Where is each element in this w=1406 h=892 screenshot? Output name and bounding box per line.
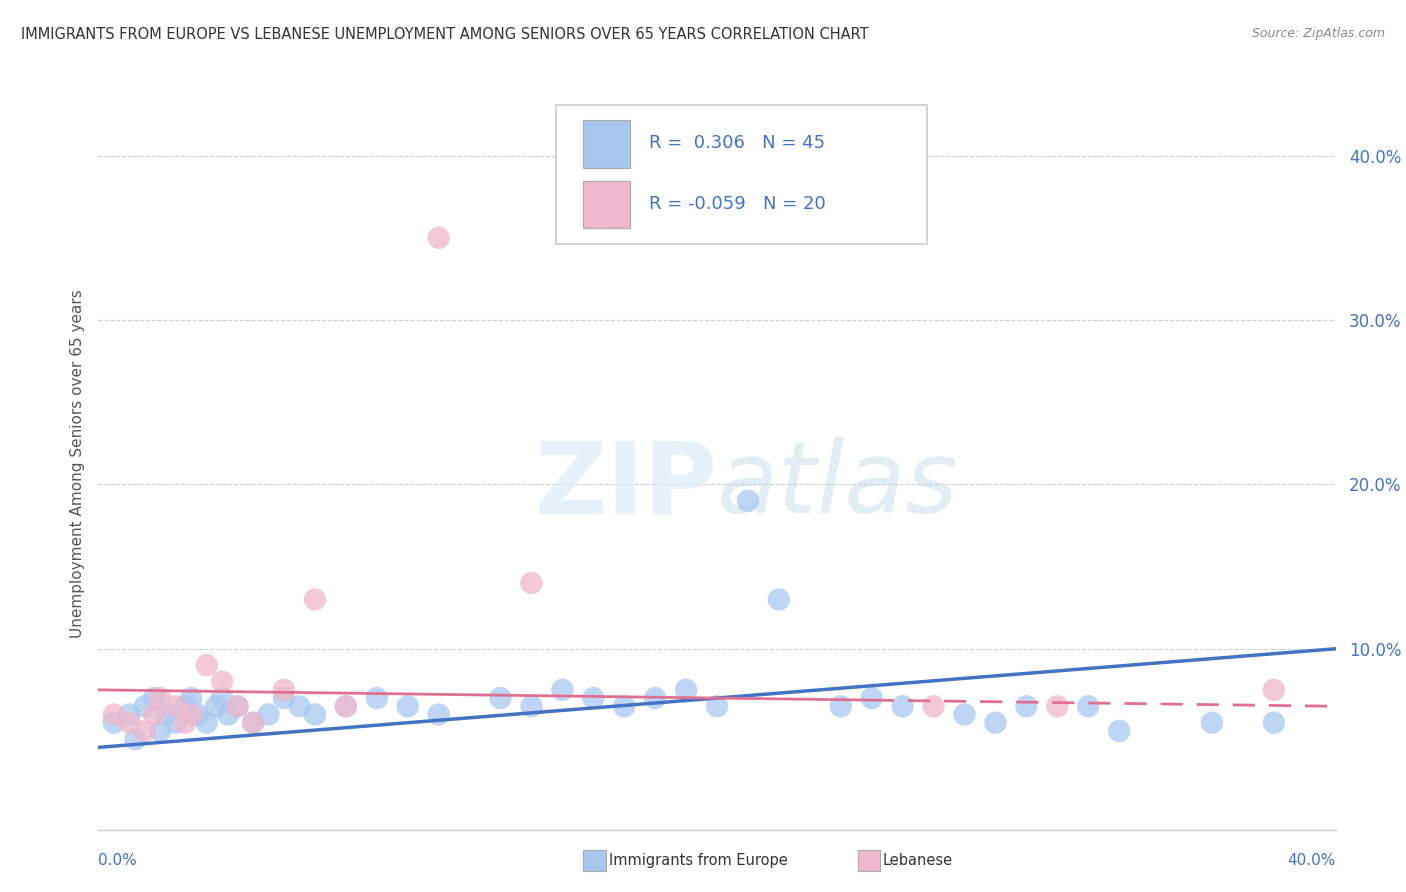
Point: [211, 691, 233, 706]
Point: [134, 699, 156, 714]
Point: [103, 715, 125, 730]
Text: 40.0%: 40.0%: [1288, 854, 1336, 868]
Point: [891, 699, 914, 714]
Point: [1015, 699, 1038, 714]
Point: [1108, 723, 1130, 738]
Point: [1263, 715, 1285, 730]
Point: [242, 715, 264, 730]
Point: [143, 691, 166, 706]
Point: [174, 699, 197, 714]
Point: [953, 707, 976, 722]
Point: [165, 699, 187, 714]
Point: [489, 691, 512, 706]
Point: [226, 699, 249, 714]
Point: [211, 674, 233, 689]
Point: [768, 592, 790, 607]
Text: Lebanese: Lebanese: [883, 854, 953, 868]
Point: [205, 699, 228, 714]
Point: [427, 231, 450, 245]
Point: [984, 715, 1007, 730]
Point: [217, 707, 239, 722]
Point: [366, 691, 388, 706]
Point: [180, 707, 202, 722]
Text: IMMIGRANTS FROM EUROPE VS LEBANESE UNEMPLOYMENT AMONG SENIORS OVER 65 YEARS CORR: IMMIGRANTS FROM EUROPE VS LEBANESE UNEMP…: [21, 27, 869, 42]
Bar: [583, 120, 630, 168]
Point: [427, 707, 450, 722]
Point: [165, 715, 187, 730]
Point: [195, 715, 218, 730]
Point: [149, 723, 172, 738]
Point: [335, 699, 357, 714]
FancyBboxPatch shape: [557, 105, 928, 244]
Text: Source: ZipAtlas.com: Source: ZipAtlas.com: [1251, 27, 1385, 40]
Point: [1201, 715, 1223, 730]
Point: [186, 707, 208, 722]
Point: [520, 576, 543, 591]
Point: [1263, 682, 1285, 697]
Point: [103, 707, 125, 722]
Y-axis label: Unemployment Among Seniors over 65 years: Unemployment Among Seniors over 65 years: [69, 290, 84, 638]
Point: [118, 707, 141, 722]
Point: [706, 699, 728, 714]
Point: [860, 691, 883, 706]
Text: atlas: atlas: [717, 437, 959, 534]
Text: R = -0.059   N = 20: R = -0.059 N = 20: [650, 195, 825, 213]
Text: Immigrants from Europe: Immigrants from Europe: [609, 854, 787, 868]
Text: R =  0.306   N = 45: R = 0.306 N = 45: [650, 135, 825, 153]
Point: [551, 682, 574, 697]
Point: [675, 682, 697, 697]
Point: [180, 691, 202, 706]
Point: [273, 682, 295, 697]
Point: [174, 715, 197, 730]
Point: [143, 707, 166, 722]
Point: [335, 699, 357, 714]
Point: [396, 699, 419, 714]
Point: [737, 493, 759, 508]
Point: [124, 732, 146, 747]
Point: [257, 707, 280, 722]
Point: [1046, 699, 1069, 714]
Point: [922, 699, 945, 714]
Bar: [583, 181, 630, 228]
Point: [273, 691, 295, 706]
Text: ZIP: ZIP: [534, 437, 717, 534]
Text: 0.0%: 0.0%: [98, 854, 138, 868]
Point: [226, 699, 249, 714]
Point: [613, 699, 636, 714]
Point: [149, 691, 172, 706]
Point: [1077, 699, 1099, 714]
Point: [195, 658, 218, 673]
Point: [520, 699, 543, 714]
Point: [830, 699, 852, 714]
Point: [644, 691, 666, 706]
Point: [288, 699, 311, 714]
Point: [134, 723, 156, 738]
Point: [304, 592, 326, 607]
Point: [118, 715, 141, 730]
Point: [582, 691, 605, 706]
Point: [155, 707, 177, 722]
Point: [304, 707, 326, 722]
Point: [242, 715, 264, 730]
